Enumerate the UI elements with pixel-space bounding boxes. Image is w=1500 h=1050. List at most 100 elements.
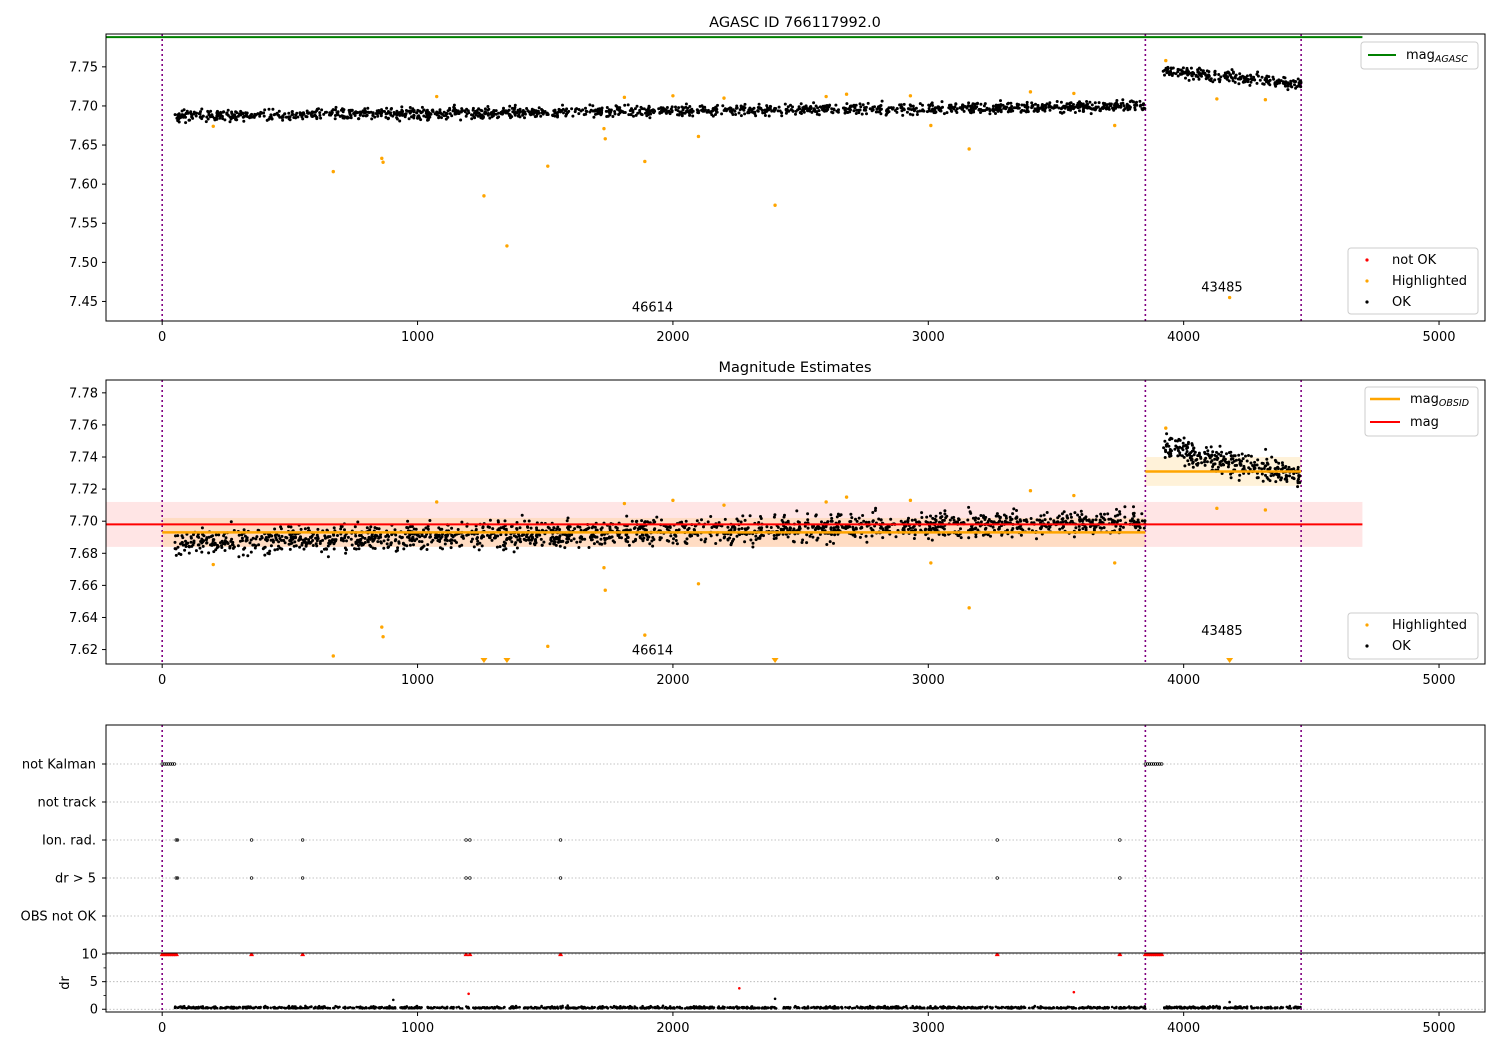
ok-point [296, 115, 300, 119]
ok-point [319, 116, 323, 120]
ok-point [190, 114, 194, 118]
ok-point [1101, 107, 1105, 110]
ok-point [1277, 461, 1281, 465]
ok-point [470, 117, 474, 121]
ok-point [688, 105, 692, 108]
ok-point [933, 106, 937, 110]
ok-point [1237, 453, 1241, 457]
ok-point [320, 550, 324, 554]
dr-point [326, 1006, 330, 1010]
ok-point [237, 533, 241, 537]
ok-point [577, 546, 581, 549]
y-tick-label: 7.65 [69, 139, 98, 154]
ok-point [1220, 450, 1224, 454]
ok-point [1140, 519, 1144, 523]
ok-point [750, 110, 754, 114]
ok-point [816, 536, 820, 540]
ok-point [282, 539, 286, 542]
ok-point [1186, 446, 1190, 450]
ok-point [611, 539, 615, 543]
ok-point [894, 535, 898, 539]
ok-point [1273, 81, 1277, 85]
ok-point [634, 520, 638, 523]
ok-point [929, 521, 933, 524]
ok-point [979, 111, 982, 114]
ok-point [229, 520, 233, 524]
ok-point [181, 536, 185, 540]
ok-point [279, 538, 283, 542]
ok-point [1182, 444, 1185, 448]
dr-point [176, 1006, 180, 1009]
ok-point [605, 115, 609, 118]
highlighted-point [622, 95, 627, 100]
ok-point [838, 514, 842, 517]
ok-point [931, 516, 935, 520]
ok-point [1249, 461, 1253, 465]
ok-point [420, 534, 424, 538]
ok-point [390, 533, 394, 537]
highlighted-point [671, 94, 675, 98]
ok-point [449, 546, 453, 550]
ok-point [226, 108, 230, 112]
highlighted-point [967, 147, 971, 151]
ok-point [540, 543, 544, 547]
ok-point [189, 536, 193, 540]
ok-point [599, 537, 603, 541]
ok-point [242, 119, 246, 123]
ok-point [197, 112, 201, 116]
ok-point [192, 533, 195, 537]
ok-point [184, 539, 187, 543]
dr-point [241, 1007, 245, 1010]
ok-point [815, 112, 819, 116]
ok-point [664, 108, 668, 112]
ok-point [527, 538, 530, 541]
ok-point [568, 525, 572, 529]
ok-point [906, 107, 910, 111]
ok-point [911, 113, 915, 117]
ok-point [603, 536, 606, 540]
ok-point [1001, 103, 1005, 107]
ok-point [374, 112, 378, 115]
ok-point [826, 520, 830, 524]
ok-point [1161, 69, 1165, 73]
ok-point [216, 545, 220, 549]
ok-point [410, 525, 414, 528]
ok-point [366, 106, 370, 110]
ok-point [379, 114, 383, 118]
flag-point [164, 762, 168, 766]
ok-point [696, 533, 700, 537]
y-tick-label: 7.76 [69, 418, 98, 433]
ok-point [422, 108, 426, 112]
ok-point [979, 514, 983, 517]
ok-point [482, 535, 486, 539]
ok-point [801, 106, 805, 110]
ok-point [516, 114, 520, 118]
ok-point [703, 105, 707, 109]
ok-point [1102, 526, 1106, 530]
ok-point [857, 516, 861, 520]
ok-point [685, 537, 689, 541]
ok-point [424, 111, 428, 115]
ok-point [1065, 102, 1069, 106]
ok-point [576, 525, 580, 529]
ok-point [754, 538, 758, 542]
ok-point [1174, 72, 1178, 76]
ok-point [1069, 519, 1073, 523]
ok-point [1006, 102, 1009, 106]
ok-point [633, 526, 637, 530]
ok-point [1132, 519, 1136, 523]
ok-point [1211, 450, 1215, 454]
ok-point [319, 539, 322, 543]
x-tick-label: 1000 [401, 673, 434, 688]
ok-point [629, 113, 633, 116]
ok-point [908, 112, 912, 116]
ok-point [1264, 80, 1268, 84]
ok-point [412, 527, 416, 531]
ok-point [240, 533, 244, 537]
ok-point [407, 117, 411, 121]
ok-point [715, 110, 718, 114]
ok-point [1123, 505, 1127, 509]
ok-point [461, 534, 465, 538]
flag-category-label: not track [37, 796, 96, 811]
ok-point [1005, 528, 1009, 532]
